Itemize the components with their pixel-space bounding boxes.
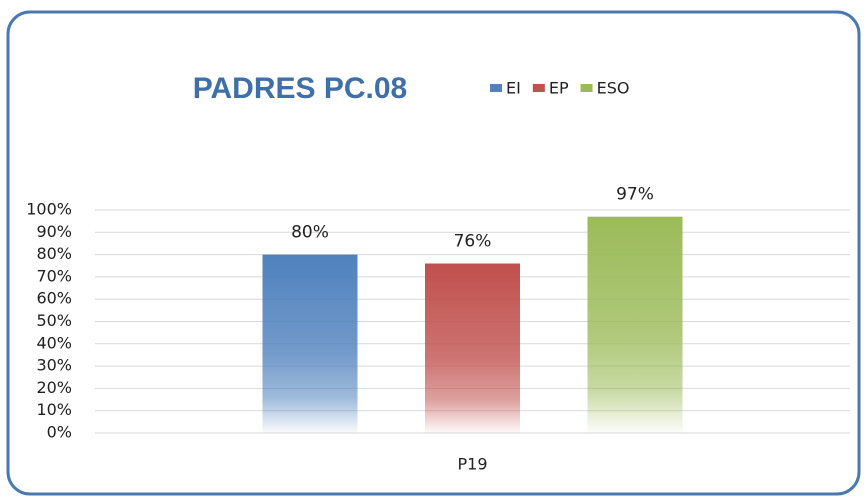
y-tick-label: 30% bbox=[36, 356, 72, 375]
y-tick-label: 20% bbox=[36, 378, 72, 397]
y-tick-label: 100% bbox=[26, 200, 72, 219]
legend-label: EP bbox=[549, 79, 569, 98]
legend-label: EI bbox=[506, 79, 521, 98]
y-tick-label: 60% bbox=[36, 289, 72, 308]
bar bbox=[587, 216, 683, 433]
legend-swatch bbox=[580, 84, 593, 92]
y-tick-label: 90% bbox=[36, 222, 72, 241]
y-tick-label: 40% bbox=[36, 333, 72, 352]
chart-title: PADRES PC.08 bbox=[193, 72, 408, 105]
y-tick-label: 70% bbox=[36, 266, 72, 285]
bar bbox=[262, 254, 358, 433]
legend-label: ESO bbox=[597, 79, 630, 98]
legend-swatch bbox=[490, 84, 502, 92]
y-tick-label: 10% bbox=[36, 400, 72, 419]
y-tick-label: 50% bbox=[36, 311, 72, 330]
legend-swatch bbox=[532, 84, 545, 92]
x-tick-label: P19 bbox=[457, 455, 487, 474]
bar bbox=[425, 263, 520, 433]
data-label: 80% bbox=[291, 223, 329, 243]
y-tick-label: 0% bbox=[47, 423, 72, 442]
y-tick-label: 80% bbox=[36, 244, 72, 263]
data-label: 76% bbox=[454, 232, 492, 252]
data-label: 97% bbox=[616, 185, 654, 205]
